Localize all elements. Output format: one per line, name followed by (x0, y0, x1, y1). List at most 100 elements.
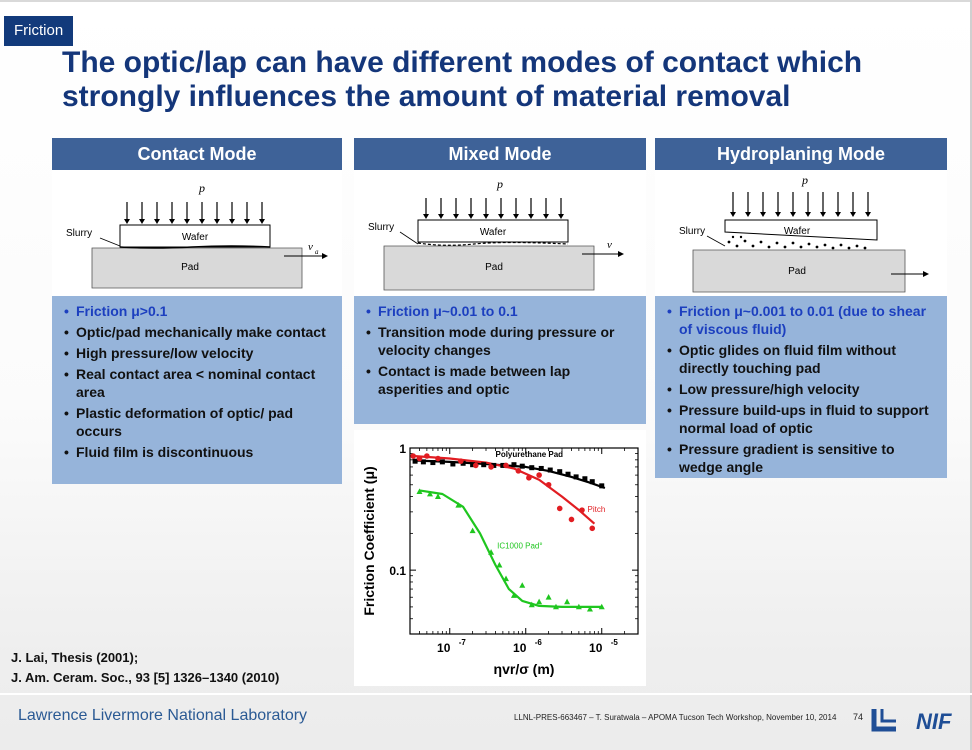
data-point-square (547, 467, 553, 473)
data-point-circle (589, 525, 596, 532)
slurry-particles (727, 235, 867, 250)
list-item: High pressure/low velocity (64, 344, 334, 362)
data-point-square (500, 462, 506, 468)
x-tick-label: 10 (589, 641, 603, 655)
pad-label: Pad (485, 262, 503, 273)
data-point-circle (526, 475, 532, 481)
list-item: Transition mode during pressure or veloc… (366, 323, 638, 359)
mixed-mode-heading: Mixed Mode (354, 138, 646, 170)
data-point-square (430, 460, 436, 466)
data-point-square (460, 460, 466, 466)
data-point-square (538, 465, 544, 471)
data-point-circle (579, 507, 585, 513)
data-point-triangle (586, 605, 593, 612)
data-point-square (519, 463, 525, 469)
slurry-label: Slurry (679, 226, 705, 237)
data-point-triangle (496, 561, 503, 568)
x-tick-label: 10 (437, 641, 451, 655)
fit-line-circle (413, 454, 596, 525)
data-point-triangle (455, 502, 462, 508)
data-point-square (450, 461, 456, 467)
llnl-logo-icon (871, 709, 896, 732)
y-tick-label: 0.1 (389, 564, 406, 578)
hydroplaning-mode-heading: Hydroplaning Mode (655, 138, 947, 170)
wafer-label: Wafer (480, 227, 507, 238)
contact-mode-diagram: p Wafer Slurry Pad v a (52, 170, 342, 296)
list-item: Friction μ>0.1 (64, 302, 334, 320)
data-point-triangle (536, 598, 543, 605)
x-tick-label: 10 (513, 641, 527, 655)
section-tag: Friction (4, 16, 74, 46)
pad (91, 247, 303, 289)
velocity-label: v (607, 239, 612, 251)
data-point-circle (435, 455, 441, 462)
data-point-square (565, 471, 571, 477)
x-tick-exponent: -6 (535, 638, 543, 647)
list-item: Optic/pad mechanically make contact (64, 323, 334, 341)
data-point-circle (545, 481, 552, 488)
footer-divider (0, 693, 972, 695)
velocity-subscript: a (315, 248, 319, 256)
data-point-circle (472, 462, 479, 469)
pressure-label: p (496, 177, 503, 191)
list-item: Friction μ~0.01 to 0.1 (366, 302, 638, 320)
x-tick-exponent: -7 (459, 638, 467, 647)
data-point-triangle (469, 527, 476, 534)
data-point-circle (568, 516, 575, 523)
list-item: Friction μ~0.001 to 0.01 (due to shear o… (667, 302, 939, 338)
velocity-label: v (308, 241, 313, 253)
data-point-circle (424, 453, 430, 459)
data-point-square (420, 459, 426, 465)
slide-right-edge (970, 0, 972, 750)
data-point-square (589, 479, 595, 485)
list-item: Pressure gradient is sensitive to wedge … (667, 440, 939, 476)
friction-chart: 10 -7 10 -6 10 -5 1 0.1 Polyurethane Pad Pitch … (354, 430, 646, 686)
nif-logo-text: NIF (916, 709, 952, 734)
hydroplaning-mode-diagram: p Wafer Slurry Pad (655, 170, 947, 296)
annotation-pitch: Pitch (588, 505, 606, 514)
wafer-label: Wafer (182, 232, 209, 243)
mixed-mode-diagram: p Wafer Slurry Pad v (354, 170, 646, 296)
data-point-square (599, 483, 605, 489)
wafer (724, 219, 878, 241)
data-point-square (412, 458, 418, 464)
data-point-triangle (503, 575, 510, 582)
data-point-square (481, 462, 487, 468)
wafer-label: Wafer (784, 226, 811, 237)
data-point-circle (515, 468, 522, 474)
data-point-triangle (575, 603, 582, 610)
pad (383, 245, 595, 291)
mixed-mode-list: Friction μ~0.01 to 0.1 Transition mode d… (354, 296, 646, 424)
pad-label: Pad (788, 266, 806, 277)
slide-title: The optic/lap can have different modes o… (62, 46, 863, 113)
y-tick-label: 1 (399, 442, 406, 456)
list-item: Plastic deformation of optic/ pad occurs (64, 404, 334, 440)
x-tick-exponent: -5 (611, 638, 619, 647)
reference-1: J. Lai, Thesis (2001); (11, 650, 139, 665)
pressure-arrows (126, 202, 263, 222)
footer-organization: Lawrence Livermore National Laboratory (18, 707, 308, 724)
data-point-triangle (510, 592, 517, 598)
nif-logo: NIF (870, 705, 966, 740)
data-point-square (573, 474, 579, 480)
data-point-triangle (416, 488, 423, 494)
list-item: Pressure build-ups in fluid to support n… (667, 401, 939, 437)
data-point-triangle (564, 598, 571, 605)
data-point-circle (416, 455, 423, 462)
y-axis-label: Friction Coefficient (μ) (361, 466, 377, 615)
data-point-triangle (598, 603, 605, 610)
list-item: Optic glides on fluid film without direc… (667, 341, 939, 377)
hydroplaning-mode-list: Friction μ~0.001 to 0.01 (due to shear o… (655, 296, 947, 478)
data-point-square (582, 476, 588, 482)
friction-chart-svg: 10 -7 10 -6 10 -510.1 Polyurethane Pad Pitch … (361, 442, 639, 677)
data-point-triangle (427, 490, 434, 497)
pressure-label: p (198, 181, 205, 195)
data-point-circle (536, 472, 542, 478)
pad-label: Pad (181, 262, 199, 273)
annotation-polyurethane: Polyurethane Pad (495, 450, 563, 459)
data-point-square (557, 469, 563, 475)
plot-frame (409, 447, 639, 635)
data-point-square (439, 459, 445, 465)
data-point-circle (488, 464, 494, 470)
data-point-triangle (519, 582, 526, 588)
